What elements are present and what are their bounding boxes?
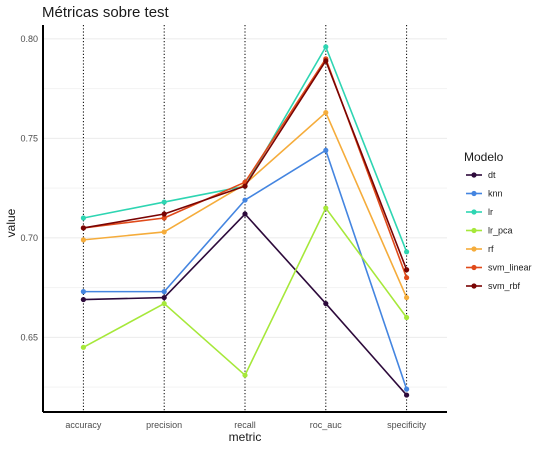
vertical-guides [82, 25, 408, 412]
legend-item-knn: knn [466, 189, 503, 199]
data-point-rf [161, 229, 167, 235]
series-group [80, 44, 410, 398]
data-point-lr-pca [404, 314, 410, 321]
y-tick-label: 0.80 [20, 34, 38, 44]
data-point-svm-linear [161, 215, 167, 221]
data-point-dt [80, 296, 86, 303]
legend-key-point [471, 283, 477, 289]
x-tick-label: specificity [387, 420, 427, 430]
legend-label: rf [488, 244, 494, 254]
data-point-dt [242, 211, 248, 217]
data-point-knn [404, 386, 410, 392]
legend-key-point [471, 190, 477, 197]
legend-label: lr [488, 207, 493, 217]
series-svm-rbf [80, 58, 410, 273]
data-point-svm-rbf [161, 211, 167, 217]
y-tick-label: 0.75 [20, 133, 38, 143]
legend-title: Modelo [464, 150, 504, 164]
x-tick-label: precision [146, 420, 182, 430]
data-point-lr [161, 199, 167, 205]
legend-item-lr: lr [466, 207, 493, 217]
y-tick-label: 0.70 [20, 233, 38, 243]
legend-item-svm-linear: svm_linear [466, 263, 532, 273]
data-point-svm-rbf [323, 58, 329, 64]
series-dt [80, 211, 410, 398]
tick-labels: 0.65 0.70 0.75 0.80 accuracy precision recall r… [20, 34, 426, 430]
data-point-knn [242, 197, 248, 203]
data-point-dt [404, 392, 410, 398]
x-axis-title: metric [229, 430, 262, 444]
data-point-knn [80, 289, 86, 295]
x-tick-label: recall [234, 420, 256, 430]
data-point-svm-rbf [404, 267, 410, 273]
legend-label: lr_pca [488, 226, 513, 236]
x-tick-label: accuracy [65, 420, 102, 430]
legend-key-point [471, 264, 477, 271]
data-point-lr-pca [161, 300, 167, 307]
axes [42, 25, 447, 413]
chart-title: Métricas sobre test [42, 4, 170, 21]
legend-label: svm_rbf [488, 281, 521, 291]
data-point-rf [323, 109, 329, 116]
series-lr-pca [80, 205, 410, 378]
data-point-lr-pca [242, 372, 248, 378]
legend-label: svm_linear [488, 263, 532, 273]
legend-key-point [471, 246, 477, 252]
x-tick-label: roc_auc [310, 420, 343, 430]
legend-key-point [471, 209, 477, 215]
data-point-svm-rbf [242, 183, 248, 189]
legend-label: dt [488, 170, 496, 180]
data-point-lr [80, 215, 86, 221]
data-point-svm-linear [404, 275, 410, 281]
data-point-rf [404, 294, 410, 301]
legend-key-point [471, 172, 477, 178]
legend-item-rf: rf [466, 244, 494, 254]
data-point-svm-rbf [80, 225, 86, 231]
legend-item-svm-rbf: svm_rbf [466, 281, 521, 291]
data-point-lr [323, 44, 329, 50]
data-point-lr-pca [323, 205, 329, 211]
legend-item-dt: dt [466, 170, 496, 180]
data-point-rf [80, 237, 86, 243]
data-point-dt [161, 294, 167, 301]
series-knn [80, 147, 410, 392]
legend-key-point [471, 227, 477, 234]
y-axis-title: value [4, 208, 18, 237]
data-point-dt [323, 300, 329, 307]
legend-item-lr-pca: lr_pca [466, 226, 513, 236]
y-tick-label: 0.65 [20, 332, 38, 342]
data-point-lr [404, 249, 410, 255]
data-point-lr-pca [80, 344, 86, 350]
data-point-knn [323, 147, 329, 153]
data-point-knn [161, 289, 167, 295]
legend-label: knn [488, 189, 503, 199]
